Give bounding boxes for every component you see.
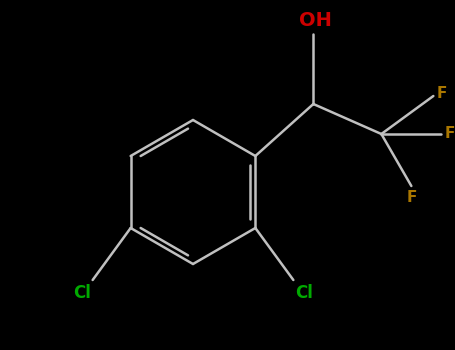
Text: F: F — [406, 190, 416, 205]
Text: Cl: Cl — [295, 284, 313, 302]
Text: F: F — [436, 86, 447, 102]
Text: F: F — [445, 126, 455, 141]
Text: OH: OH — [299, 11, 332, 30]
Text: Cl: Cl — [73, 284, 91, 302]
